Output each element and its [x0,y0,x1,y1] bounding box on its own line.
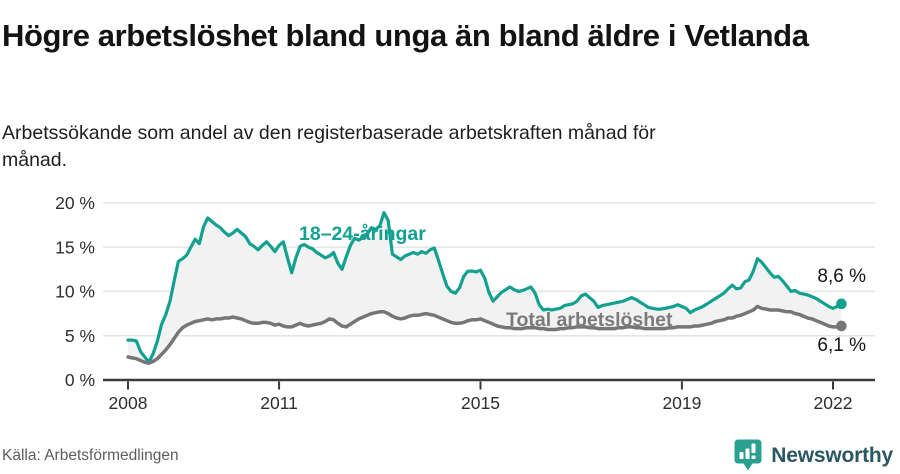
x-tick-label: 2015 [461,393,500,413]
unemployment-line-chart: 2008 2011 2015 2019 2022 0 % 5 % 10 % 15 % 20 % [55,193,875,413]
y-tick-label: 10 % [55,282,95,302]
y-tick-label: 0 % [65,370,95,390]
chart-subtitle: Arbetssökande som andel av den registerb… [2,121,656,171]
series-label-total: Total arbetslöshet [506,309,673,331]
series-end-dot-0 [836,298,847,310]
y-tick-label: 15 % [55,237,95,257]
end-value-18-24: 8,6 % [817,266,866,287]
y-tick-label: 20 % [55,193,95,213]
series-line-1 [126,304,844,365]
y-tick-label: 5 % [65,326,95,346]
series-label-18-24: 18–24-åringar [299,223,426,245]
end-value-total: 6,1 % [817,335,866,356]
x-tick-label: 2011 [260,393,298,413]
series-end-dot-1 [836,320,847,332]
brand-lockup: Newsworthy [734,439,893,472]
newsworthy-logo-icon [734,439,762,471]
x-tick-label: 2008 [109,393,148,413]
x-tick-label: 2022 [814,393,853,413]
source-note: Källa: Arbetsförmedlingen [2,447,179,464]
series-line-0 [126,211,844,364]
chart-title: Högre arbetslöshet bland unga än bland ä… [2,17,809,53]
brand-name: Newsworthy [771,443,893,467]
x-tick-label: 2019 [662,393,701,413]
